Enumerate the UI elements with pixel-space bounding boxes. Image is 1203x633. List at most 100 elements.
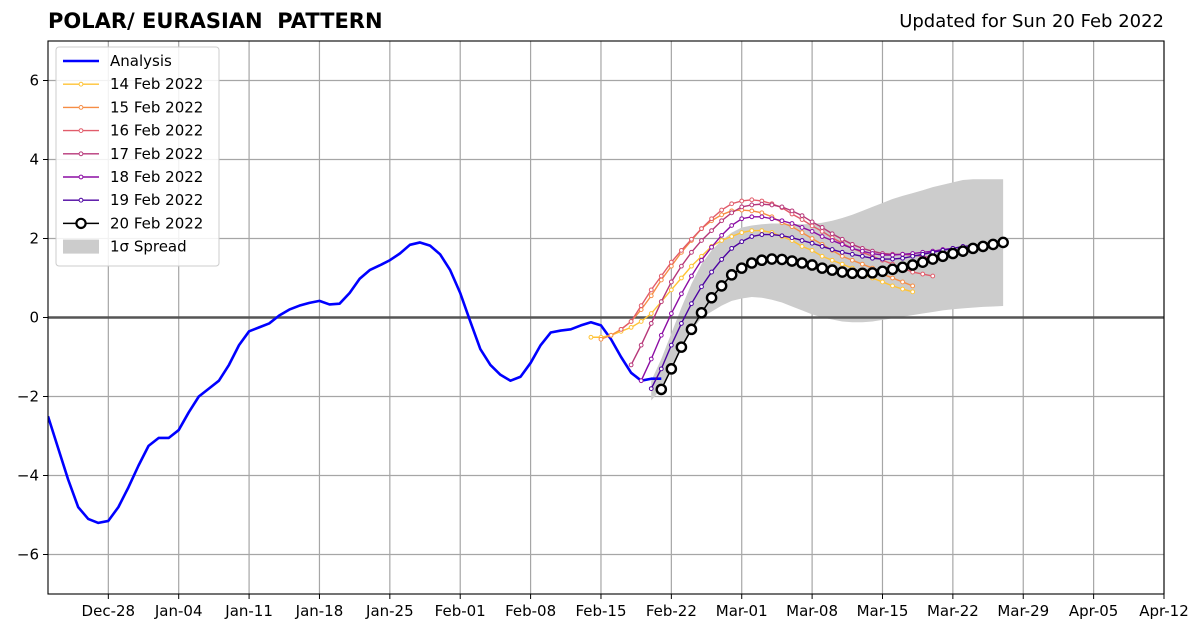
forecast-point: [648, 293, 654, 299]
forecast-point: [789, 235, 795, 241]
x-tick-label: Mar-22: [927, 602, 979, 620]
forecast-point: [638, 319, 644, 324]
x-tick-label: Mar-08: [786, 602, 838, 620]
legend-marker: [78, 81, 84, 87]
forecast-point: [709, 269, 714, 275]
latest-forecast-point: [745, 257, 758, 269]
latest-forecast-point: [705, 291, 718, 304]
x-tick-label: Feb-01: [435, 602, 486, 620]
latest-forecast-point: [866, 267, 879, 279]
forecast-point: [638, 342, 644, 348]
forecast-point: [809, 240, 815, 246]
forecast-point: [709, 228, 714, 234]
legend-label: 16 Feb 2022: [110, 122, 203, 140]
forecast-point: [920, 251, 926, 257]
forecast-point: [658, 273, 664, 279]
forecast-point: [759, 210, 765, 216]
forecast-point: [920, 271, 926, 277]
legend-marker: [75, 217, 87, 230]
latest-forecast-point: [957, 245, 969, 257]
y-tick-label: −6: [17, 546, 39, 564]
latest-forecast-point: [735, 262, 748, 274]
forecast-point: [900, 279, 905, 285]
latest-forecast-point: [967, 242, 979, 255]
x-tick-label: Jan-04: [154, 602, 203, 620]
forecast-point: [859, 248, 865, 254]
latest-forecast-point: [796, 257, 808, 269]
x-tick-label: Apr-05: [1069, 602, 1119, 620]
forecast-point: [668, 311, 674, 316]
latest-forecast-point: [906, 259, 919, 271]
forecast-point: [658, 332, 664, 338]
forecast-point: [829, 231, 835, 237]
forecast-point: [729, 210, 735, 216]
forecast-point: [789, 208, 795, 214]
forecast-point: [819, 228, 825, 234]
forecast-point: [819, 234, 825, 239]
forecast-point: [679, 275, 684, 281]
forecast-point: [839, 249, 845, 255]
forecast-point: [749, 214, 755, 220]
forecast-point: [819, 244, 825, 249]
spread-band: [651, 179, 1004, 401]
forecast-point: [719, 257, 725, 262]
y-tick-label: −2: [17, 388, 39, 406]
forecast-point: [628, 319, 634, 324]
forecast-point: [699, 238, 704, 243]
forecast-point: [638, 303, 644, 309]
forecast-point: [699, 284, 704, 290]
legend-marker: [78, 174, 84, 180]
latest-forecast-point: [665, 363, 678, 375]
forecast-point: [890, 252, 895, 258]
legend-label: 19 Feb 2022: [110, 191, 203, 209]
forecast-point: [859, 261, 865, 267]
legend-label: 18 Feb 2022: [110, 168, 203, 186]
legend-marker: [78, 105, 84, 110]
forecast-point: [699, 257, 704, 263]
forecast-point: [870, 255, 875, 261]
plot-area: [48, 179, 1164, 525]
x-tick-label: Jan-11: [224, 602, 273, 620]
forecast-point: [809, 236, 815, 241]
legend-swatch: [63, 239, 99, 254]
forecast-point: [608, 332, 614, 338]
forecast-point: [829, 238, 835, 243]
legend: Analysis 14 Feb 2022 15 Feb 2022 16 Feb 202…: [55, 46, 220, 267]
latest-forecast-point: [916, 256, 929, 269]
latest-forecast-point: [836, 266, 849, 278]
latest-forecast-point: [856, 267, 869, 280]
latest-forecast-point: [826, 264, 839, 276]
forecast-point: [890, 256, 895, 262]
forecast-point: [719, 238, 725, 243]
latest-forecast-point: [947, 247, 959, 260]
forecast-point: [739, 198, 745, 204]
legend-label: 15 Feb 2022: [110, 98, 203, 116]
x-tick-label: Jan-18: [295, 602, 344, 620]
forecast-point: [849, 251, 855, 257]
legend-label: 1σ Spread: [110, 238, 187, 256]
y-tick-label: 2: [29, 230, 39, 248]
latest-forecast-point: [756, 254, 768, 267]
x-tick-label: Mar-29: [997, 602, 1049, 620]
forecast-point: [799, 244, 805, 249]
analysis-line: [48, 241, 662, 525]
forecast-point: [890, 283, 895, 289]
latest-forecast-point: [695, 306, 708, 319]
latest-forecast-point: [786, 255, 798, 267]
forecast-point: [759, 228, 765, 234]
latest-forecast-point: [715, 280, 728, 292]
forecast-point: [880, 256, 885, 262]
x-tick-label: Feb-15: [575, 602, 626, 620]
legend-label: 20 Feb 2022: [110, 214, 203, 232]
legend-label: 17 Feb 2022: [110, 145, 203, 163]
forecast-point: [829, 247, 835, 252]
forecast-point: [779, 233, 785, 239]
forecast-point: [668, 279, 674, 285]
forecast-point: [839, 242, 845, 247]
forecast-point: [930, 273, 936, 279]
forecast-point: [910, 283, 916, 289]
forecast-point: [729, 234, 735, 239]
forecast-point: [819, 225, 825, 230]
forecast-point: [648, 321, 654, 326]
